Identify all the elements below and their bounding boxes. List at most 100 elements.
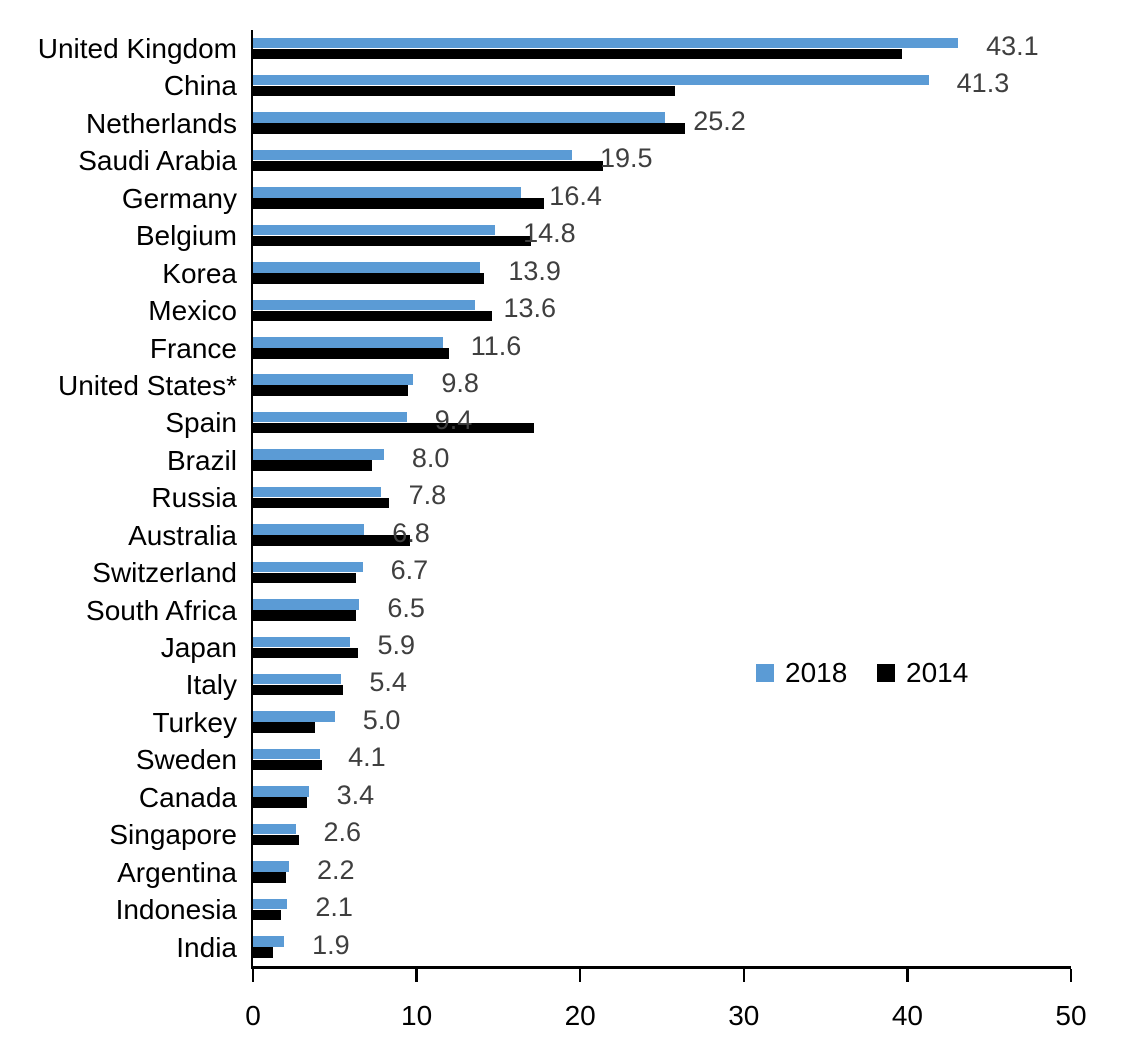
bar-2018 bbox=[253, 786, 309, 797]
category-label: Italy bbox=[185, 669, 237, 701]
bar-2018 bbox=[253, 299, 476, 311]
bar-2018 bbox=[253, 486, 381, 498]
x-axis-tick bbox=[906, 969, 909, 982]
value-label: 19.5 bbox=[600, 143, 653, 174]
category-label: Argentina bbox=[117, 856, 237, 888]
bar-2018 bbox=[253, 411, 407, 423]
value-label: 41.3 bbox=[956, 68, 1010, 99]
bar-2018 bbox=[253, 74, 929, 86]
bar-2018 bbox=[253, 37, 959, 48]
category-label: Australia bbox=[128, 519, 237, 551]
y-axis-line bbox=[250, 30, 253, 966]
x-axis-tick bbox=[251, 969, 255, 982]
bar-2018 bbox=[253, 673, 342, 685]
category-label: Mexico bbox=[148, 295, 237, 327]
bar-2018 bbox=[253, 861, 289, 872]
category-label: Turkey bbox=[152, 706, 237, 738]
x-axis-tick-label: 30 bbox=[728, 1000, 760, 1031]
bar-2014 bbox=[253, 385, 409, 396]
bar-2018 bbox=[253, 599, 360, 610]
category-label: United Kingdom bbox=[37, 33, 237, 64]
x-axis-line bbox=[250, 966, 1071, 969]
category-label: Russia bbox=[151, 482, 237, 514]
x-axis-tick bbox=[742, 969, 746, 982]
bar-2014 bbox=[253, 123, 685, 134]
category-label: Belgium bbox=[135, 220, 237, 252]
x-axis-tick bbox=[578, 969, 582, 982]
bar-2018 bbox=[253, 898, 288, 910]
category-label: China bbox=[163, 70, 237, 102]
bar-2018 bbox=[253, 112, 666, 123]
value-label: 6.8 bbox=[392, 517, 430, 548]
bar-2018 bbox=[253, 636, 350, 648]
bar-2014 bbox=[253, 348, 450, 359]
category-label: Switzerland bbox=[92, 557, 237, 589]
x-axis-tick-label: 20 bbox=[564, 1000, 596, 1031]
bar-2014 bbox=[253, 610, 357, 621]
value-label: 11.6 bbox=[470, 330, 522, 361]
category-label: Spain bbox=[165, 407, 237, 439]
x-axis-tick-label: 0 bbox=[245, 1000, 261, 1031]
value-label: 13.9 bbox=[508, 255, 561, 286]
category-label: United States* bbox=[58, 369, 237, 401]
bar-2018 bbox=[253, 224, 496, 236]
category-label: Japan bbox=[160, 632, 237, 664]
bar-2014 bbox=[253, 909, 281, 921]
category-label: Sweden bbox=[135, 744, 237, 776]
legend-label-2014: 2014 bbox=[906, 657, 969, 688]
value-label: 1.9 bbox=[312, 929, 350, 960]
value-label: 8.0 bbox=[411, 442, 450, 473]
value-label: 3.4 bbox=[336, 779, 375, 810]
value-label: 9.4 bbox=[434, 405, 473, 436]
category-label: Canada bbox=[138, 781, 237, 813]
bar-2014 bbox=[253, 722, 316, 733]
bar-2014 bbox=[253, 273, 484, 284]
value-label: 2.6 bbox=[323, 817, 362, 848]
bar-2014 bbox=[253, 572, 357, 584]
bar-2014 bbox=[253, 535, 411, 546]
bar-2014 bbox=[253, 684, 343, 696]
x-axis-tick-label: 50 bbox=[1055, 1000, 1087, 1031]
bar-2018 bbox=[253, 936, 285, 947]
bar-2018 bbox=[253, 337, 443, 348]
x-axis-tick-label: 40 bbox=[891, 1000, 923, 1031]
category-label: Saudi Arabia bbox=[78, 145, 237, 177]
value-label: 14.8 bbox=[523, 218, 576, 249]
value-label: 25.2 bbox=[693, 105, 746, 136]
bar-2014 bbox=[253, 947, 273, 958]
value-label: 43.1 bbox=[986, 31, 1039, 61]
value-label: 2.2 bbox=[316, 854, 355, 885]
x-axis-tick bbox=[1069, 969, 1073, 982]
bar-2018 bbox=[253, 711, 335, 722]
bar-2018 bbox=[253, 449, 384, 460]
value-label: 4.1 bbox=[348, 742, 386, 773]
bar-2014 bbox=[253, 872, 286, 883]
value-label: 9.8 bbox=[441, 367, 479, 398]
bar-2018 bbox=[253, 149, 573, 161]
bar-2018 bbox=[253, 524, 365, 535]
bar-2014 bbox=[253, 759, 322, 771]
category-label: India bbox=[176, 931, 237, 963]
category-label: Netherlands bbox=[86, 107, 237, 139]
bar-2014 bbox=[253, 198, 545, 209]
bar-2014 bbox=[253, 310, 492, 322]
bar-2014 bbox=[253, 85, 676, 97]
value-label: 13.6 bbox=[503, 293, 557, 324]
bar-2014 bbox=[253, 160, 604, 172]
bar-2014 bbox=[253, 797, 307, 808]
bar-2014 bbox=[253, 48, 903, 59]
value-label: 6.5 bbox=[387, 592, 425, 623]
bar-2018 bbox=[253, 374, 414, 385]
category-label: France bbox=[149, 332, 237, 364]
bar-2018 bbox=[253, 561, 363, 573]
bar-2014 bbox=[253, 460, 373, 471]
category-label: Brazil bbox=[166, 444, 237, 476]
bar-2018 bbox=[253, 748, 321, 760]
category-label: Indonesia bbox=[115, 894, 237, 926]
value-label: 5.9 bbox=[377, 630, 416, 661]
x-axis-tick-label: 10 bbox=[401, 1000, 433, 1031]
category-label: Korea bbox=[162, 257, 237, 289]
bar-2014 bbox=[253, 834, 299, 846]
category-label: Singapore bbox=[109, 819, 237, 851]
